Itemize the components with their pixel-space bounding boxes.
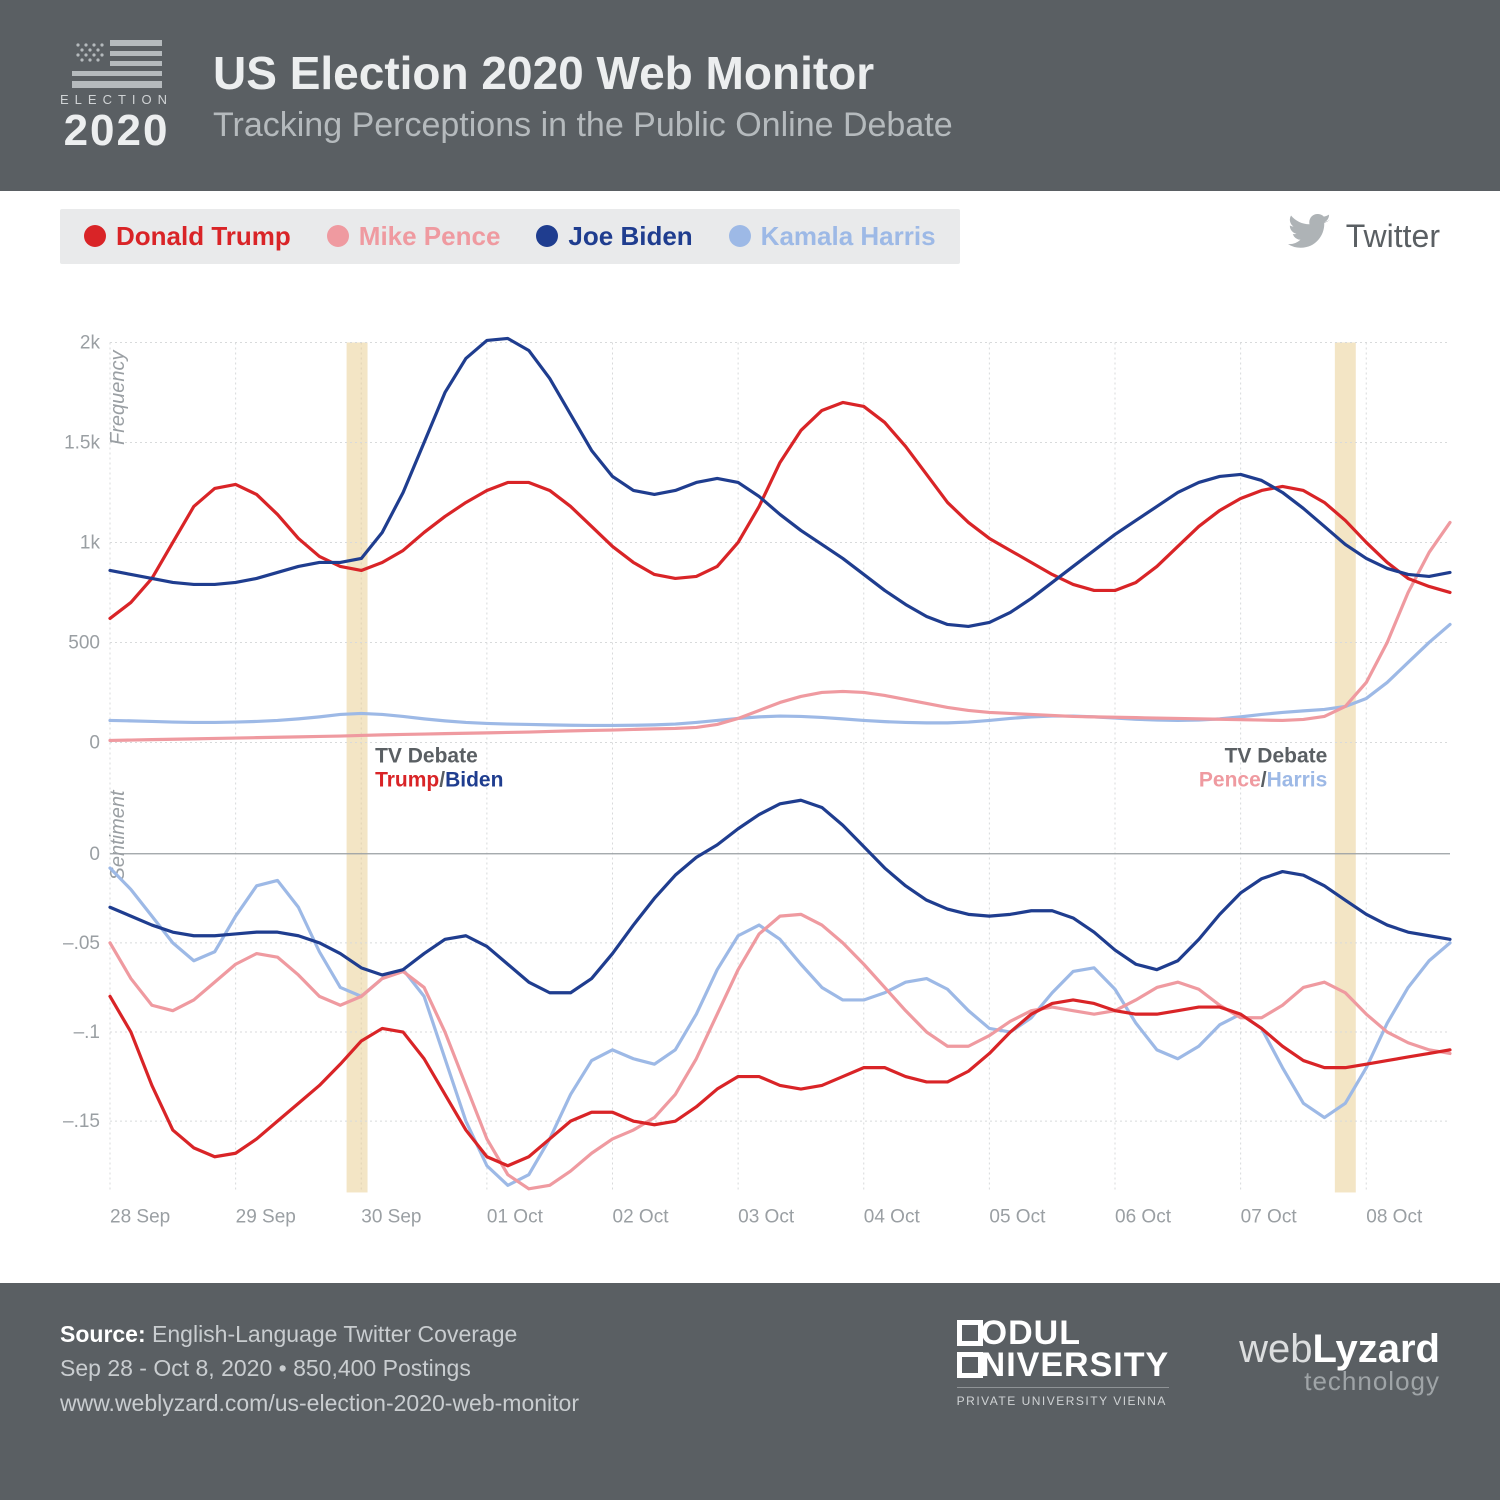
legend-dot (84, 225, 106, 247)
page-subtitle: Tracking Perceptions in the Public Onlin… (213, 106, 953, 145)
svg-text:02 Oct: 02 Oct (613, 1206, 670, 1227)
svg-text:TV Debate: TV Debate (375, 744, 478, 767)
source-twitter: Twitter (1288, 214, 1440, 258)
svg-text:Pence/Harris: Pence/Harris (1199, 768, 1327, 791)
legend-row: Donald Trump Mike Pence Joe Biden Kamala Ha… (0, 191, 1500, 282)
svg-text:–.15: –.15 (63, 1111, 100, 1132)
svg-text:0: 0 (89, 843, 100, 864)
svg-text:1.5k: 1.5k (64, 432, 100, 453)
source-line1: English-Language Twitter Coverage (152, 1321, 517, 1347)
svg-text:04 Oct: 04 Oct (864, 1206, 921, 1227)
legend-label: Joe Biden (568, 221, 692, 252)
logo-year-text: 2020 (64, 111, 170, 151)
header: ELECTION 2020 US Election 2020 Web Monit… (0, 0, 1500, 191)
svg-text:TV Debate: TV Debate (1225, 744, 1328, 767)
source-line2: Sep 28 - Oct 8, 2020 • 850,400 Postings (60, 1355, 471, 1381)
logo-election-text: ELECTION (60, 92, 173, 107)
svg-text:08 Oct: 08 Oct (1366, 1206, 1423, 1227)
legend-label: Donald Trump (116, 221, 291, 252)
weblyzard-logo: webLyzard technology (1239, 1327, 1440, 1397)
legend-label: Kamala Harris (761, 221, 936, 252)
footer: Source: English-Language Twitter Coverag… (0, 1283, 1500, 1500)
svg-text:Frequency: Frequency (107, 349, 129, 444)
svg-text:–.05: –.05 (63, 932, 100, 953)
line-charts: 28 Sep 29 Sep 30 Sep 01 Oct 02 Oct 03 Oct 04 O… (30, 292, 1470, 1273)
svg-text:1k: 1k (80, 532, 101, 553)
svg-text:500: 500 (68, 632, 100, 653)
page-title: US Election 2020 Web Monitor (213, 46, 953, 100)
source-label: Twitter (1346, 218, 1440, 255)
svg-text:03 Oct: 03 Oct (738, 1206, 795, 1227)
legend-dot (327, 225, 349, 247)
legend-item: Donald Trump (84, 221, 291, 252)
legend-item: Kamala Harris (729, 221, 936, 252)
svg-text:07 Oct: 07 Oct (1241, 1206, 1298, 1227)
svg-text:–.1: –.1 (74, 1022, 100, 1043)
legend-label: Mike Pence (359, 221, 501, 252)
charts-area: 28 Sep 29 Sep 30 Sep 01 Oct 02 Oct 03 Oct 04 O… (0, 282, 1500, 1283)
svg-text:30 Sep: 30 Sep (361, 1206, 421, 1227)
us-flag-icon (72, 40, 162, 88)
svg-text:01 Oct: 01 Oct (487, 1206, 544, 1227)
legend-item: Joe Biden (536, 221, 692, 252)
svg-text:Trump/Biden: Trump/Biden (375, 768, 503, 791)
legend-dot (536, 225, 558, 247)
svg-text:2k: 2k (80, 332, 101, 353)
svg-text:29 Sep: 29 Sep (236, 1206, 296, 1227)
legend-item: Mike Pence (327, 221, 501, 252)
legend-dot (729, 225, 751, 247)
legend: Donald Trump Mike Pence Joe Biden Kamala Ha… (60, 209, 960, 264)
svg-text:05 Oct: 05 Oct (989, 1206, 1046, 1227)
election-2020-logo: ELECTION 2020 (60, 40, 173, 151)
modul-university-logo: ODULNIVERSITY PRIVATE UNIVERSITY VIENNA (957, 1317, 1169, 1409)
svg-text:06 Oct: 06 Oct (1115, 1206, 1172, 1227)
source-block: Source: English-Language Twitter Coverag… (60, 1317, 579, 1421)
twitter-icon (1288, 214, 1332, 258)
source-line3: www.weblyzard.com/us-election-2020-web-m… (60, 1390, 579, 1416)
source-label-text: Source: (60, 1321, 146, 1347)
svg-text:28 Sep: 28 Sep (110, 1206, 170, 1227)
svg-text:0: 0 (89, 732, 100, 753)
